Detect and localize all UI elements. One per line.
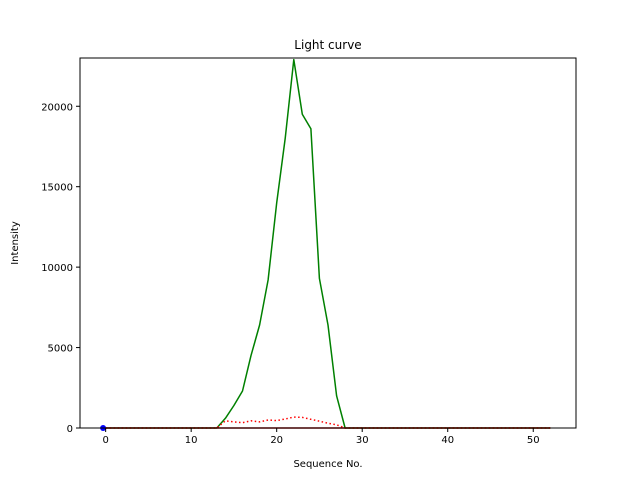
- y-tick-label: 10000: [41, 263, 73, 274]
- y-tick-label: 5000: [48, 344, 73, 355]
- x-tick-label: 50: [527, 435, 540, 446]
- x-tick-label: 10: [185, 435, 198, 446]
- y-tick-label: 20000: [41, 102, 73, 113]
- y-tick-label: 0: [67, 424, 73, 435]
- series-line-1: [105, 416, 551, 429]
- x-tick-label: 40: [441, 435, 454, 446]
- series-line-0: [105, 58, 551, 429]
- x-axis-label: Sequence No.: [293, 459, 362, 470]
- y-axis-label: Intensity: [10, 221, 21, 265]
- x-tick-label: 20: [270, 435, 283, 446]
- x-tick-label: 0: [102, 435, 108, 446]
- y-tick-label: 15000: [41, 183, 73, 194]
- x-tick-label: 30: [356, 435, 369, 446]
- chart-title: Light curve: [294, 38, 361, 52]
- x-axis-ticks: 0 10 20 30 40 50: [102, 428, 540, 446]
- axes-frame: [79, 57, 577, 429]
- y-axis-ticks: 0 5000 10000 15000 20000: [41, 102, 80, 435]
